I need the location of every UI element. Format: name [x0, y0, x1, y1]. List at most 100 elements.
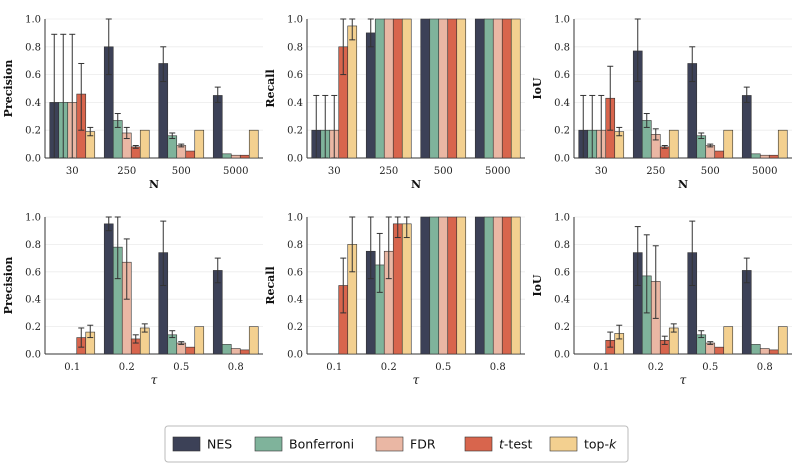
bar-top-k-0.2: [401, 223, 412, 355]
y-tick-label: 0.8: [554, 240, 570, 251]
x-tick-label: 0.5: [702, 362, 718, 373]
x-tick-label: 5000: [223, 166, 248, 177]
legend-label: FDR: [410, 437, 436, 452]
x-axis-label: τ: [680, 373, 687, 387]
y-axis-label: Recall: [264, 69, 277, 107]
bar-fdr-0.8: [759, 348, 770, 355]
bar-top-k-5000: [777, 129, 788, 159]
chart-panel-3: 0.0 0.2 0.4 0.6 0.8 1.0 30 250 500 5000 N IoU: [531, 15, 792, 191]
y-tick-label: 0.4: [287, 295, 303, 306]
bar-fdr-5000: [492, 18, 503, 159]
y-tick-label: 0.0: [25, 350, 41, 361]
bar-t-test-0.2: [392, 223, 403, 355]
bar-top-k-500: [723, 129, 734, 159]
bar-bonferroni-0.8: [750, 344, 761, 355]
y-tick-label: 0.0: [554, 154, 570, 165]
bar-t-test-5000: [501, 18, 512, 159]
y-tick-label: 0.8: [554, 42, 570, 53]
legend-swatch: [375, 436, 404, 452]
y-axis-label: Precision: [2, 60, 15, 118]
bar-t-test-250: [392, 18, 403, 159]
bar-top-k-5000: [248, 129, 259, 159]
y-axis-label: IoU: [531, 77, 544, 99]
x-tick-label: 0.2: [119, 362, 135, 373]
bar-bonferroni-0.8: [483, 216, 494, 355]
y-tick-label: 1.0: [25, 15, 41, 26]
x-tick-label: 0.8: [490, 362, 506, 373]
legend-item-fdr: FDR: [375, 436, 436, 452]
y-tick-label: 0.4: [554, 295, 570, 306]
bar-fdr-0.8: [492, 216, 503, 355]
chart-panel-6: 0.0 0.2 0.4 0.6 0.8 1.0 0.1 0.2 0.5 0.8 τ IoU: [531, 213, 792, 387]
bar-fdr-500: [438, 18, 449, 159]
bar-t-test-5000: [239, 154, 250, 159]
x-tick-label: 0.5: [173, 362, 189, 373]
bar-nes-250: [365, 32, 376, 159]
y-tick-label: 1.0: [287, 213, 303, 224]
bar-top-k-500: [456, 18, 467, 159]
y-tick-label: 1.0: [554, 15, 570, 26]
legend-swatch: [549, 436, 578, 452]
legend-swatch: [254, 436, 283, 452]
y-tick-label: 1.0: [554, 213, 570, 224]
legend-swatch: [464, 436, 493, 452]
x-axis-label: N: [149, 178, 159, 191]
legend-item-t-test: t-test: [464, 436, 533, 452]
bar-t-test-0.8: [239, 349, 250, 355]
bar-bonferroni-500: [429, 18, 440, 159]
x-tick-label: 30: [595, 166, 608, 177]
bar-t-test-500: [447, 18, 458, 159]
chart-panel-5: 0.0 0.2 0.4 0.6 0.8 1.0 0.1 0.2 0.5 0.8 τ Recall: [264, 213, 525, 387]
bar-fdr-0.5: [438, 216, 449, 355]
bar-t-test-5000: [768, 154, 779, 159]
y-tick-label: 0.0: [287, 350, 303, 361]
y-tick-label: 0.6: [25, 70, 41, 81]
bar-t-test-0.5: [714, 346, 725, 355]
bar-t-test-500: [185, 150, 196, 159]
bar-top-k-0.8: [777, 326, 788, 355]
bar-top-k-500: [194, 129, 205, 159]
bar-bonferroni-500: [696, 135, 707, 159]
bar-t-test-0.8: [501, 216, 512, 355]
chart-panels: 0.0 0.2 0.4 0.6 0.8 1.0 30 250 500 5000 N Precision…: [2, 15, 792, 387]
bar-nes-5000: [741, 95, 752, 159]
x-tick-label: 0.8: [228, 362, 244, 373]
legend-item-nes: NES: [172, 436, 232, 452]
bar-bonferroni-0.8: [221, 344, 232, 355]
bar-bonferroni-5000: [221, 153, 232, 159]
x-tick-label: 5000: [752, 166, 777, 177]
y-tick-label: 0.6: [554, 267, 570, 278]
bar-top-k-250: [401, 18, 412, 159]
bar-t-test-0.5: [185, 346, 196, 355]
x-tick-label: 250: [646, 166, 665, 177]
x-axis-label: N: [411, 178, 421, 191]
bar-nes-500: [420, 18, 431, 159]
y-tick-label: 0.4: [25, 295, 41, 306]
legend-item-bonferroni: Bonferroni: [254, 436, 354, 452]
legend: NES Bonferroni FDR t-test top-k: [164, 425, 629, 463]
y-tick-label: 0.8: [287, 42, 303, 53]
bar-bonferroni-5000: [750, 153, 761, 159]
bar-bonferroni-250: [374, 18, 385, 159]
bar-top-k-250: [139, 129, 150, 159]
chart-panel-1: 0.0 0.2 0.4 0.6 0.8 1.0 30 250 500 5000 N Precision: [2, 15, 263, 191]
x-tick-label: 250: [117, 166, 136, 177]
y-tick-label: 0.2: [554, 322, 570, 333]
bar-fdr-5000: [759, 154, 770, 159]
legend-label: Bonferroni: [289, 437, 354, 452]
bar-top-k-5000: [510, 18, 521, 159]
y-tick-label: 0.6: [554, 70, 570, 81]
bar-top-k-0.5: [723, 326, 734, 355]
y-tick-label: 0.6: [287, 70, 303, 81]
x-tick-label: 500: [701, 166, 720, 177]
y-tick-label: 1.0: [287, 15, 303, 26]
bar-top-k-0.5: [194, 326, 205, 355]
legend-swatch: [172, 436, 201, 452]
bar-fdr-250: [383, 18, 394, 159]
y-tick-label: 0.2: [287, 126, 303, 137]
bar-top-k-30: [347, 25, 358, 159]
y-tick-label: 0.8: [287, 240, 303, 251]
y-tick-label: 0.6: [287, 267, 303, 278]
bar-t-test-0.8: [768, 349, 779, 355]
legend-label: t-test: [499, 437, 533, 452]
